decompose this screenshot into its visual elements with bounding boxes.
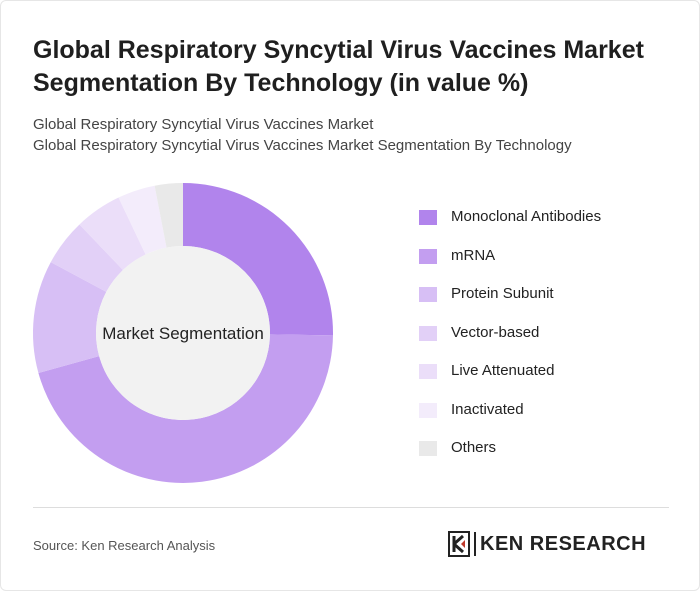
pie-slice-vector-based <box>50 224 123 292</box>
legend-swatch <box>419 287 437 302</box>
donut-center-label: Market Segmentation <box>102 324 264 343</box>
legend-label: Inactivated <box>451 400 524 418</box>
chart-subtitle: Global Respiratory Syncytial Virus Vacci… <box>33 114 673 156</box>
legend-label: Vector-based <box>451 323 540 341</box>
legend-item: Monoclonal Antibodies <box>419 207 689 246</box>
legend-item: Others <box>419 438 689 477</box>
source-text: Source: Ken Research Analysis <box>33 538 216 553</box>
ken-research-logo: KEN RESEARCH <box>448 531 646 557</box>
pie-slice-mrna <box>38 334 333 483</box>
legend-label: mRNA <box>451 246 496 264</box>
chart-title: Global Respiratory Syncytial Virus Vacci… <box>33 36 644 97</box>
legend-label: Protein Subunit <box>451 285 554 302</box>
subtitle-line-1: Global Respiratory Syncytial Virus Vacci… <box>33 116 374 133</box>
legend-label: Monoclonal Antibodies <box>451 208 602 225</box>
legend-label: Live Attenuated <box>451 362 555 379</box>
pie-slice-live-attenuated <box>79 197 146 271</box>
legend-swatch <box>419 325 437 341</box>
legend-item: Vector-based <box>419 323 689 362</box>
donut-center <box>96 246 270 420</box>
pie-slice-inactivated <box>118 185 167 255</box>
legend-swatch <box>419 364 437 379</box>
legend-swatch <box>419 248 437 264</box>
ken-logo-icon <box>448 531 470 557</box>
pie-slice-protein-subunit <box>33 262 107 373</box>
legend-item: mRNA <box>419 246 689 285</box>
legend-swatch <box>419 210 437 225</box>
pie-slice-others <box>154 183 183 248</box>
donut-chart: Market Segmentation <box>33 183 333 483</box>
chart-legend: Monoclonal Antibodies mRNA Protein Subunit… <box>419 207 689 477</box>
legend-swatch <box>419 441 437 456</box>
legend-item: Inactivated <box>419 400 689 439</box>
footer-divider <box>33 507 669 508</box>
legend-item: Live Attenuated <box>419 361 689 400</box>
legend-item: Protein Subunit <box>419 284 689 323</box>
legend-swatch <box>419 402 437 418</box>
subtitle-line-2: Global Respiratory Syncytial Virus Vacci… <box>33 137 572 154</box>
legend-label: Others <box>451 439 497 456</box>
pie-slice-monoclonal-antibodies <box>183 183 333 336</box>
logo-text: KEN RESEARCH <box>480 532 647 555</box>
logo-separator <box>474 532 476 556</box>
